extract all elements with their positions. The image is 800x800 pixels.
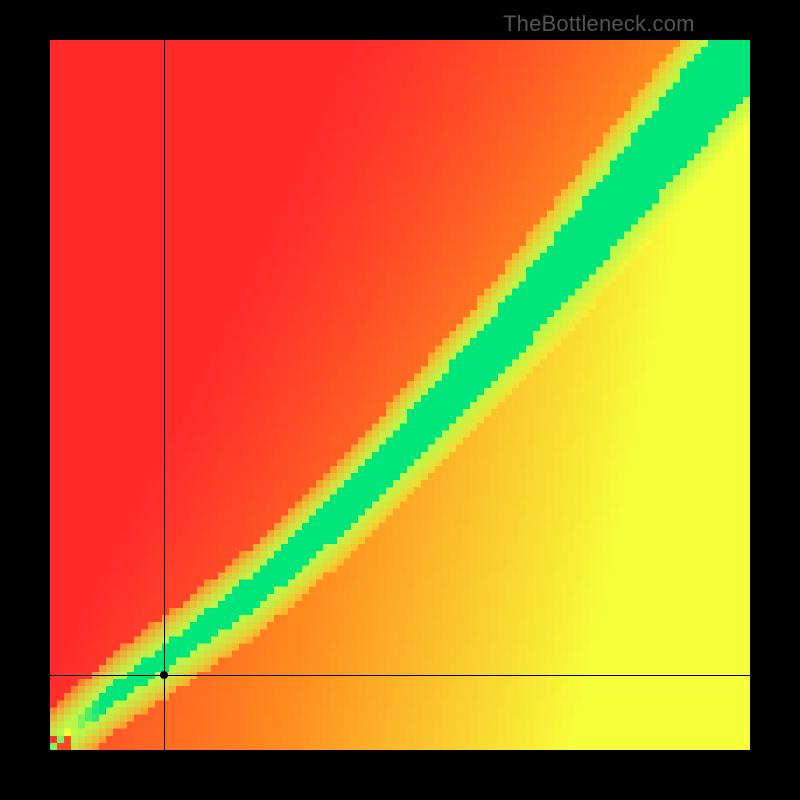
watermark-text: TheBottleneck.com — [503, 11, 695, 37]
chart-container: TheBottleneck.com — [0, 0, 800, 800]
bottleneck-heatmap — [50, 40, 750, 750]
crosshair-vertical — [164, 40, 165, 750]
crosshair-horizontal — [50, 675, 750, 676]
